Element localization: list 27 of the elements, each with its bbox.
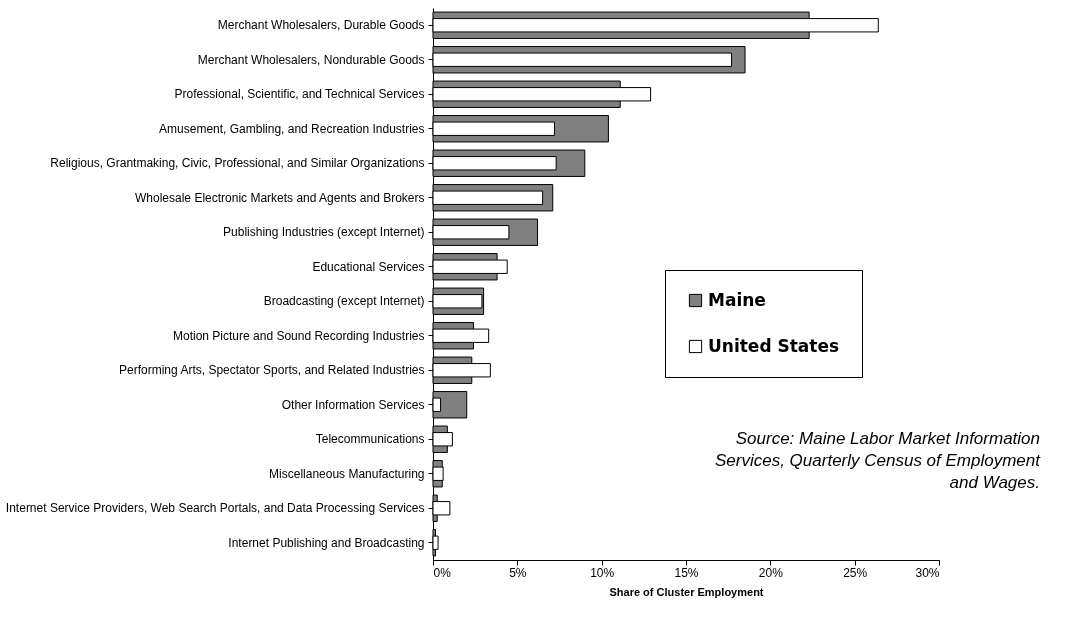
y-tick-label: Amusement, Gambling, and Recreation Industries (159, 121, 425, 136)
x-tick-label: 10% (590, 565, 615, 580)
legend-label: United States (708, 335, 840, 356)
x-tick-label: 5% (509, 565, 527, 580)
x-tick-label: 30% (915, 565, 940, 580)
x-axis-title: Share of Cluster Employment (609, 585, 764, 598)
x-tick-label: 20% (758, 565, 784, 580)
y-tick-label: Merchant Wholesalers, Durable Goods (217, 18, 425, 33)
y-tick-label: Merchant Wholesalers, Nondurable Goods (197, 52, 425, 67)
x-tick-label: 0% (433, 565, 452, 580)
annotation: Source: Maine Labor Market Information Services, Quarterly Census of Employment and Wages. (714, 428, 1040, 494)
legend-label: Maine (708, 289, 766, 310)
y-tick-label: Internet Service Providers, Web Search Portals, and Data Processing Services (5, 501, 425, 516)
y-tick-label: Motion Picture and Sound Recording Industries (173, 328, 425, 343)
y-tick-label: Internet Publishing and Broadcasting (228, 535, 425, 550)
y-tick-label: Religious, Grantmaking, Civic, Professional, and Similar Organizations (50, 156, 425, 171)
y-tick-label: Performing Arts, Spectator Sports, and Related Industries (119, 363, 425, 378)
y-tick-label: Other Information Services (281, 397, 425, 412)
y-tick-label: Miscellaneous Manufacturing (269, 466, 425, 481)
y-tick-label: Educational Services (312, 259, 425, 274)
y-tick-label: Wholesale Electronic Markets and Agents and Brokers (135, 190, 425, 205)
y-tick-label: Telecommunications (315, 432, 425, 447)
y-tick-label: Publishing Industries (except Internet) (223, 225, 425, 240)
y-tick-label: Professional, Scientific, and Technical Services (174, 87, 425, 102)
x-tick-label: 15% (674, 565, 699, 580)
y-tick-label: Broadcasting (except Internet) (263, 294, 425, 309)
x-tick-label: 25% (843, 565, 868, 580)
